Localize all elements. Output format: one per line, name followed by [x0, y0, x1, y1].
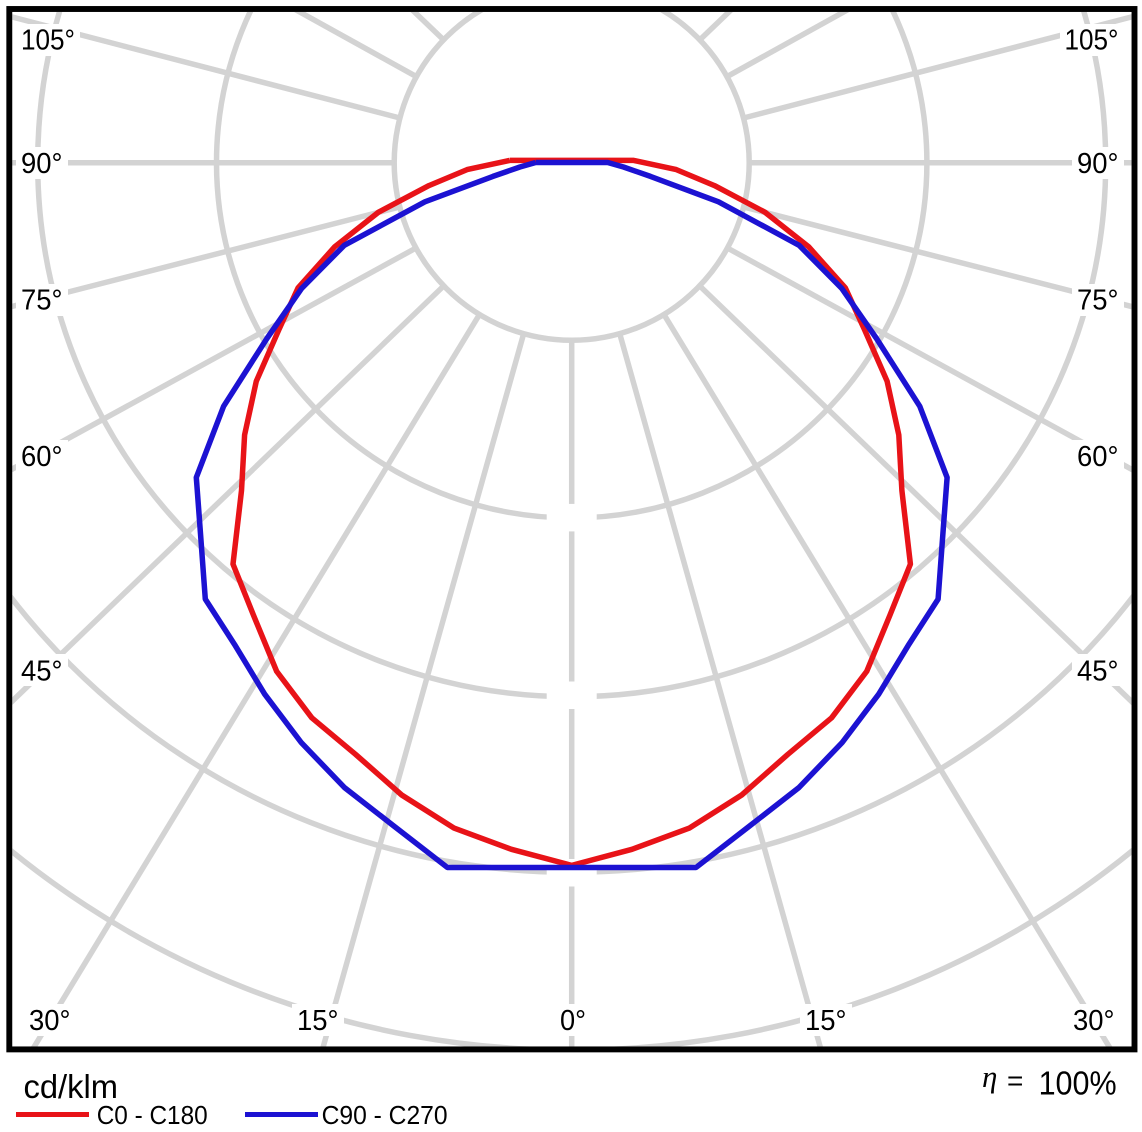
- svg-text:=: =: [1007, 1065, 1023, 1096]
- svg-text:60°: 60°: [21, 441, 63, 473]
- svg-text:C0 - C180: C0 - C180: [97, 1100, 208, 1130]
- svg-text:75°: 75°: [21, 285, 63, 317]
- svg-text:90°: 90°: [1077, 148, 1119, 180]
- svg-text:η: η: [982, 1059, 997, 1094]
- svg-text:C90 - C270: C90 - C270: [322, 1100, 448, 1130]
- svg-text:0°: 0°: [560, 1005, 586, 1037]
- svg-text:cd/klm: cd/klm: [24, 1068, 119, 1105]
- svg-text:15°: 15°: [805, 1005, 847, 1037]
- svg-text:30°: 30°: [29, 1005, 71, 1037]
- svg-text:105°: 105°: [1065, 25, 1119, 57]
- svg-text:100%: 100%: [1039, 1065, 1117, 1102]
- svg-text:30°: 30°: [1073, 1005, 1115, 1037]
- svg-text:60°: 60°: [1077, 441, 1119, 473]
- svg-text:15°: 15°: [297, 1005, 339, 1037]
- svg-text:45°: 45°: [21, 656, 63, 688]
- svg-text:90°: 90°: [21, 148, 63, 180]
- svg-text:105°: 105°: [21, 25, 75, 57]
- svg-text:75°: 75°: [1077, 285, 1119, 317]
- svg-text:45°: 45°: [1077, 656, 1119, 688]
